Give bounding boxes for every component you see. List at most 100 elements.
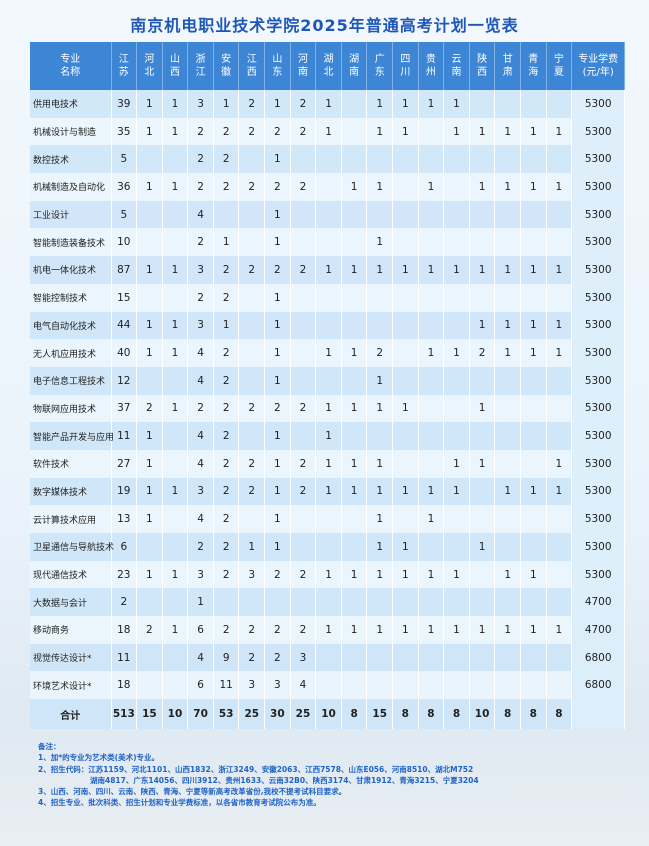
quota-cell: 1 [341,394,368,423]
quota-cell: 37 [111,394,138,423]
table-row: 数控技术 5 2 2 1 5300 [30,145,626,174]
quota-cell [238,339,266,367]
quota-cell: 53 [213,699,240,730]
quota-cell: 1 [546,173,573,201]
quota-cell: 8 [341,699,368,730]
quota-cell: 1 [341,477,368,506]
quota-cell: 513 [111,699,138,730]
quota-cell: 1 [136,505,163,533]
quota-cell: 1 [341,449,368,478]
quota-cell [366,671,394,700]
major-name: 电子信息工程技术 [30,366,112,395]
table-row: 移动商务 18 2 1 6 2 2 2 2 1 1 1 1 1 1 1 1 1 1 4700 [30,616,626,644]
quota-cell: 1 [546,117,573,146]
quota-cell: 1 [264,366,291,395]
quota-cell [136,228,163,257]
quota-cell: 1 [418,173,445,201]
quota-cell [162,671,189,700]
quota-cell [443,588,470,617]
table-row: 供用电技术 39 1 1 3 1 2 1 2 1 1 1 1 1 5300 [30,90,626,118]
quota-cell: 15 [136,699,163,730]
table-row: 机电一体化技术 87 1 1 3 2 2 2 2 1 1 1 1 1 1 1 1 1 1 5300 [30,256,626,284]
quota-cell [469,422,496,450]
quota-cell [546,533,573,561]
quota-cell [162,643,189,672]
quota-cell: 2 [187,117,214,146]
quota-cell: 11 [111,422,138,450]
quota-cell: 1 [213,228,240,257]
quota-cell: 87 [111,256,138,284]
table-row: 智能制造装备技术 10 2 1 1 1 5300 [30,228,626,257]
quota-cell [341,533,368,561]
quota-cell: 1 [315,560,342,589]
quota-cell: 2 [264,117,291,146]
quota-cell: 1 [264,228,291,257]
quota-cell: 2 [290,394,317,423]
quota-cell: 1 [264,90,291,118]
quota-cell: 1 [341,256,368,284]
header-province: 江 苏 [111,42,138,90]
quota-cell: 4 [187,449,214,478]
major-name: 移动商务 [30,616,112,644]
quota-cell: 1 [136,339,163,367]
quota-cell [546,560,573,589]
quota-cell: 1 [443,256,470,284]
quota-cell: 10 [469,699,496,730]
quota-cell: 10 [111,228,138,257]
quota-cell: 1 [366,90,394,118]
quota-cell: 2 [187,394,214,423]
quota-cell: 2 [213,283,240,312]
table-row: 电气自动化技术 44 1 1 3 1 1 1 1 1 1 5300 [30,311,626,340]
quota-cell: 1 [341,560,368,589]
quota-cell: 1 [392,477,419,506]
quota-cell [494,671,521,700]
quota-cell: 1 [136,90,163,118]
quota-cell: 1 [162,477,189,506]
quota-cell [341,90,368,118]
quota-cell: 3 [187,256,214,284]
quota-cell: 2 [213,477,240,506]
quota-cell: 2 [213,449,240,478]
quota-cell [443,173,470,201]
major-name: 数控技术 [30,145,112,174]
quota-cell: 1 [546,311,573,340]
quota-cell: 1 [213,90,240,118]
fee-cell: 5300 [571,505,626,533]
quota-cell [290,200,317,229]
quota-cell: 1 [315,477,342,506]
quota-cell: 2 [187,145,214,174]
quota-cell [418,422,445,450]
quota-cell [469,560,496,589]
quota-cell: 2 [187,228,214,257]
table-header: 专业 名称江 苏河 北山 西浙 江安 徽江 西山 东河 南湖 北湖 南广 东四 … [30,42,626,90]
quota-cell: 1 [315,449,342,478]
header-province: 河 北 [136,42,163,90]
quota-cell [264,588,291,617]
header-province: 青 海 [520,42,547,90]
quota-cell: 1 [494,477,521,506]
quota-cell [392,505,419,533]
quota-cell: 1 [366,228,394,257]
quota-cell [469,283,496,312]
quota-cell: 1 [546,449,573,478]
quota-cell [290,505,317,533]
quota-cell: 1 [315,422,342,450]
quota-cell [520,394,547,423]
table-row: 工业设计 5 4 1 5300 [30,200,626,229]
quota-cell [315,173,342,201]
fee-cell: 5300 [571,560,626,589]
quota-cell: 3 [264,671,291,700]
quota-cell: 15 [366,699,394,730]
fee-cell: 5300 [571,117,626,146]
major-name: 电气自动化技术 [30,311,112,340]
quota-cell [315,228,342,257]
quota-cell [546,283,573,312]
quota-cell [520,643,547,672]
table-row: 机械制造及自动化 36 1 1 2 2 2 2 2 1 1 1 1 1 1 1 5300 [30,173,626,201]
quota-cell: 1 [136,117,163,146]
quota-cell: 1 [443,616,470,644]
quota-cell [392,643,419,672]
quota-cell [290,283,317,312]
quota-cell [469,228,496,257]
quota-cell [418,283,445,312]
